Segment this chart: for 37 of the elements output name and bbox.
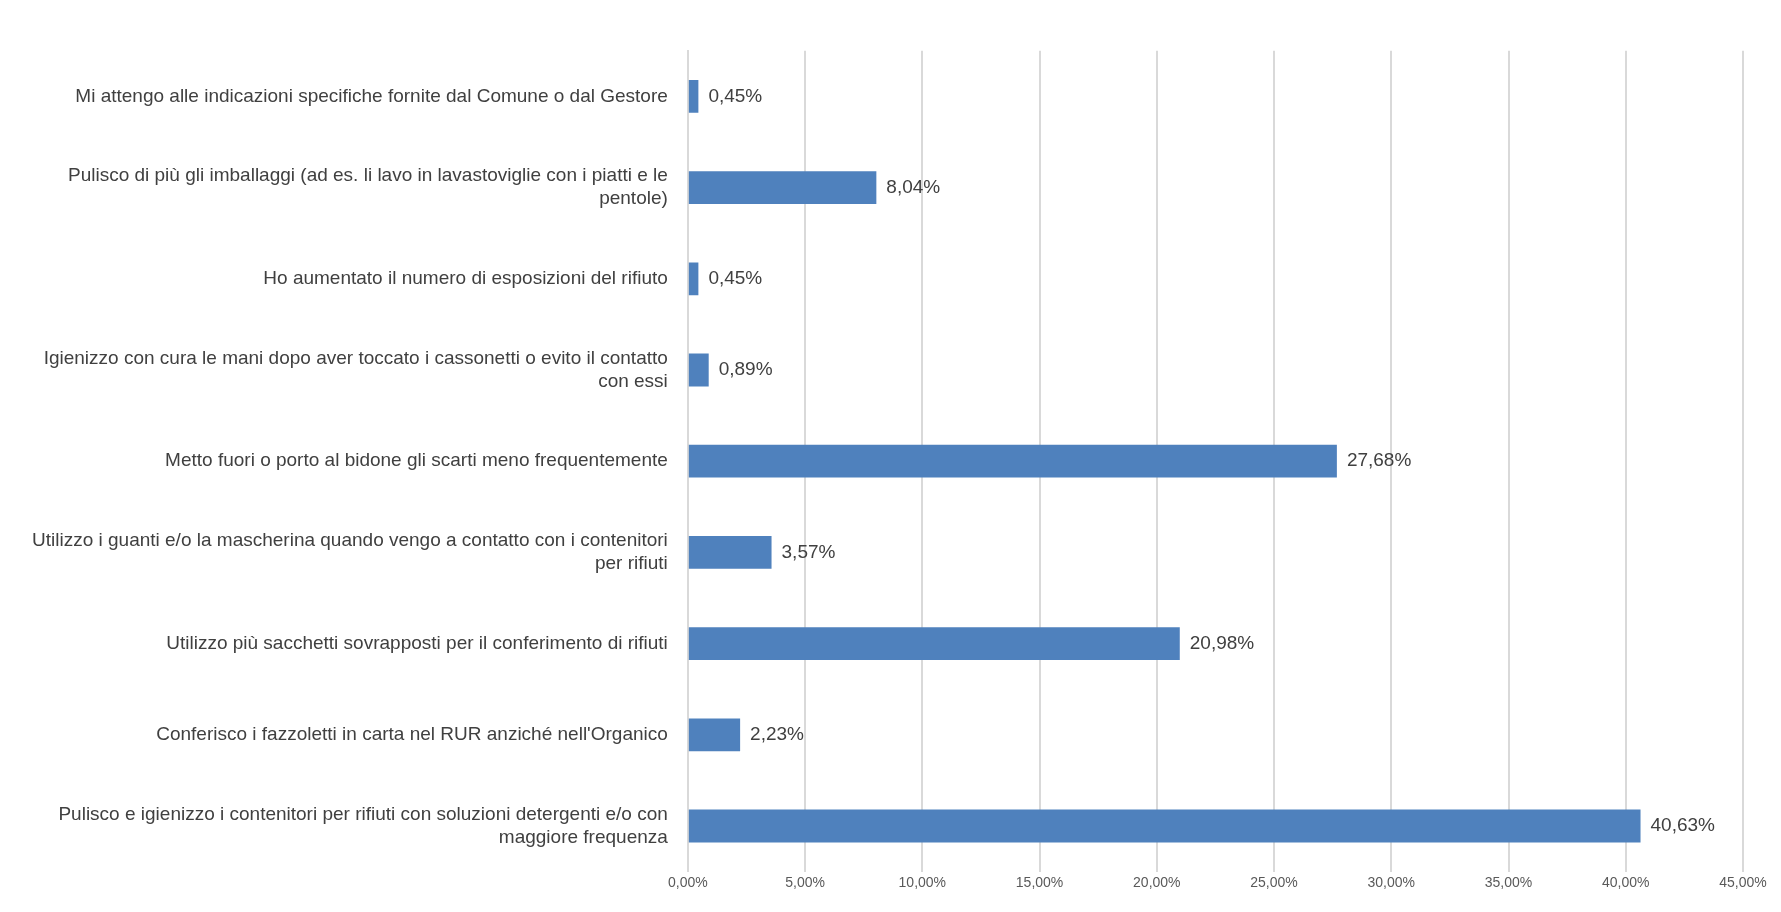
y-tick-label: Utilizzo i guanti e/o la mascherina quando vengo a contatto con i contenitori per rifiuti: [31, 529, 668, 574]
y-tick-label: Igienizzo con cura le mani dopo aver toccato i cassonetti o evito il contatto con essi: [43, 346, 668, 391]
x-tick-label: 30,00%: [1367, 873, 1416, 890]
bar: [688, 79, 699, 113]
x-tick-label: 45,00%: [1719, 873, 1767, 890]
bar: [688, 535, 772, 569]
x-tick-label: 35,00%: [1484, 873, 1533, 890]
bar: [688, 627, 1180, 661]
x-tick-label: 40,00%: [1602, 873, 1650, 890]
bar: [688, 444, 1337, 478]
x-tick-label: 20,00%: [1133, 873, 1181, 890]
x-tick-label: 10,00%: [898, 873, 947, 890]
y-tick-label: Pulisco e igienizzo i contenitori per rifiuti con soluzioni detergenti e/o con maggiore frequenza: [58, 802, 669, 847]
bar: [688, 809, 1641, 843]
data-label: 40,63%: [1650, 814, 1716, 836]
y-tick-label: Utilizzo più sacchetti sovrapposti per il conferimento di rifiuti: [166, 631, 668, 653]
data-label: 0,45%: [708, 267, 763, 289]
y-tick-label: Conferisco i fazzoletti in carta nel RUR anziché nell'Organico: [156, 723, 668, 745]
data-label: 8,04%: [886, 175, 941, 197]
data-label: 27,68%: [1346, 449, 1412, 471]
y-tick-label: Mi attengo alle indicazioni specifiche fornite dal Comune o dal Gestore: [75, 84, 668, 106]
bar: [688, 262, 699, 296]
data-label: 20,98%: [1189, 631, 1255, 653]
y-tick-label: Ho aumentato il numero di esposizioni del rifiuto: [263, 267, 668, 289]
bar: [688, 718, 741, 752]
data-label: 2,23%: [750, 723, 805, 745]
data-label: 3,57%: [781, 540, 836, 562]
bar: [688, 171, 877, 205]
x-tick-label: 15,00%: [1015, 873, 1064, 890]
x-tick-label: 0,00%: [667, 873, 708, 890]
data-label: 0,45%: [708, 84, 763, 106]
x-tick-label: 25,00%: [1250, 873, 1298, 890]
bar: [688, 353, 709, 387]
data-label: 0,89%: [718, 358, 773, 380]
x-tick-label: 5,00%: [785, 873, 825, 890]
y-tick-label: Pulisco di più gli imballaggi (ad es. li lavo in lavastoviglie con i piatti e le pentole): [67, 164, 668, 209]
y-tick-label: Metto fuori o porto al bidone gli scarti meno frequentemente: [165, 449, 668, 471]
